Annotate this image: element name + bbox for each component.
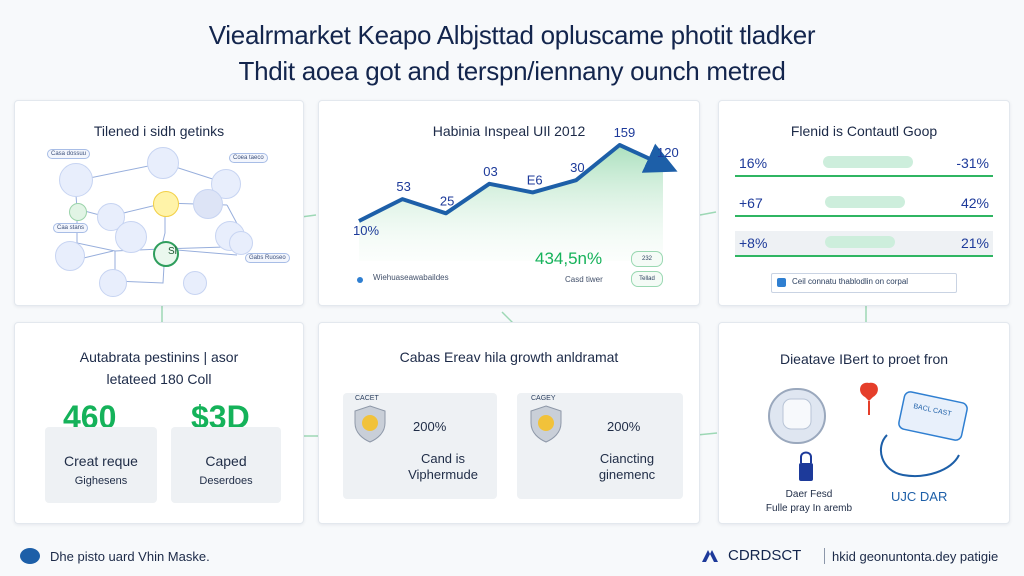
footer-logo-icon bbox=[20, 548, 40, 564]
panel-network-title: Tilened i sidh getinks bbox=[93, 123, 225, 139]
chart-caption: Casd tiwer bbox=[565, 275, 603, 284]
node-user-icon bbox=[147, 147, 179, 179]
node-chart-icon bbox=[115, 221, 147, 253]
brand-mark-icon bbox=[702, 550, 718, 562]
row-pill-icon bbox=[825, 196, 905, 208]
chart-data-label: 159 bbox=[614, 125, 636, 140]
line-chart-svg: 10% 53 25 03 E6 30 159 120 bbox=[353, 125, 679, 261]
node-disk-icon bbox=[211, 169, 241, 199]
note-box: Ceil connatu thablodlin on corpal bbox=[771, 273, 957, 293]
node-tag-3: Caa stans bbox=[53, 223, 89, 233]
growth-card-1-pct: 200% bbox=[413, 419, 447, 434]
kpi-title-line-1: Autabrata pestinins | asor bbox=[79, 349, 239, 365]
node-green-icon bbox=[69, 203, 87, 221]
node-tag-1: Casa dossuu bbox=[47, 149, 91, 159]
node-tag-5: Gabs Ruoseo bbox=[245, 253, 290, 263]
kpi-card-1-line-2: Gighesens bbox=[74, 475, 128, 487]
protection-caption-2: Fulle pray In aremb bbox=[765, 503, 853, 514]
chart-legend: Wiehuaseawabaildes bbox=[373, 273, 449, 282]
node-tag-2: Coea taeco bbox=[229, 153, 268, 163]
comparison-title: Flenid is Contautl Goop bbox=[790, 123, 938, 139]
row-right-value: 21% bbox=[960, 235, 989, 251]
growth-card-2-tag: CAGEY bbox=[531, 395, 556, 402]
kpi-card-1-line-1: Creat reque bbox=[64, 453, 138, 469]
chart-data-label: E6 bbox=[527, 172, 543, 187]
node-tag-4: Sl bbox=[168, 246, 177, 257]
growth-card-1-line-2: Viphermude bbox=[408, 467, 478, 482]
footer-left-text: Dhe pisto uard Vhin Maske. bbox=[50, 549, 210, 564]
panel-growth: Cabas Ereav hila growth anldramat CACET … bbox=[318, 322, 700, 524]
chart-value-label: 434,5n% bbox=[535, 249, 603, 268]
row-left-value: +67 bbox=[739, 195, 763, 211]
protection-logo: UJC DAR bbox=[891, 489, 948, 504]
panel-line-chart: Habinia Inspeal UIl 2012 10% 53 25 03 E6 30 15… bbox=[318, 100, 700, 306]
panel-comparison: Flenid is Contautl Goop 16% -31% +67 42%… bbox=[718, 100, 1010, 306]
node-lock-icon bbox=[183, 271, 207, 295]
node-wifi-icon bbox=[99, 269, 127, 297]
row-right-value: 42% bbox=[960, 195, 989, 211]
kpi-card-2: Caped Deserdoes bbox=[171, 427, 281, 503]
chart-data-label: 25 bbox=[440, 193, 454, 208]
row-pill-icon bbox=[823, 156, 913, 168]
lock-icon bbox=[799, 463, 813, 481]
growth-card-1-tag: CACET bbox=[355, 395, 379, 402]
footer-brand: CDRDSCT bbox=[728, 547, 802, 564]
kpi-title-line-2: letateed 180 Coll bbox=[106, 371, 212, 387]
chart-title: Habinia Inspeal UIl 2012 bbox=[432, 123, 586, 139]
growth-card-2-pct: 200% bbox=[607, 419, 641, 434]
title-line-2: Thdit aoea got and terspn/iennany ounch … bbox=[238, 56, 786, 86]
node-monitor-icon bbox=[59, 163, 93, 197]
node-doc-icon bbox=[229, 231, 253, 255]
growth-card-1-line-1: Cand is bbox=[420, 451, 466, 466]
legend-dot-icon bbox=[357, 277, 363, 283]
table-row: 16% -31% bbox=[735, 151, 993, 177]
note-text: Ceil connatu thablodlin on corpal bbox=[792, 277, 909, 286]
chart-data-label: 53 bbox=[396, 179, 410, 194]
protection-title: Dieatave IBert to proet fron bbox=[779, 351, 949, 367]
protection-illustration bbox=[768, 382, 968, 481]
node-key-icon bbox=[153, 241, 179, 267]
chart-data-label: 120 bbox=[657, 145, 679, 160]
growth-card-2: CAGEY 200% Ciancting ginemenc bbox=[517, 393, 683, 499]
growth-card-2-line-1: Ciancting bbox=[599, 451, 655, 466]
protection-caption-1: Daer Fesd bbox=[785, 489, 833, 500]
shield-icon bbox=[530, 405, 562, 443]
card-icon bbox=[898, 391, 968, 441]
shield-icon bbox=[354, 405, 386, 443]
panel-kpi: Autabrata pestinins | asor letateed 180 … bbox=[14, 322, 304, 524]
chart-series-line bbox=[358, 143, 678, 223]
chart-data-label: 10% bbox=[353, 223, 379, 238]
row-left-value: 16% bbox=[739, 155, 768, 171]
kpi-card-2-line-1: Caped bbox=[205, 453, 247, 469]
row-right-value: -31% bbox=[956, 155, 989, 171]
chart-area bbox=[359, 145, 663, 261]
growth-card-1: CACET 200% Cand is Viphermude bbox=[343, 393, 497, 499]
kpi-card-2-line-2: Deserdoes bbox=[199, 475, 253, 487]
note-icon bbox=[777, 278, 786, 287]
footer-divider bbox=[824, 548, 825, 564]
node-mail-icon bbox=[55, 241, 85, 271]
chart-data-label: 03 bbox=[483, 164, 497, 179]
chart-badge-1: 232 bbox=[631, 251, 663, 267]
panel-network: Tilened i sidh getinks Casa dossuu Coea … bbox=[14, 100, 304, 306]
table-row: +67 42% bbox=[735, 191, 993, 217]
footer-right-text: hkid geonuntonta.dey patigie bbox=[832, 549, 999, 564]
growth-title: Cabas Ereav hila growth anldramat bbox=[399, 349, 619, 365]
growth-card-2-line-2: ginemenc bbox=[598, 467, 656, 482]
table-row: +8% 21% bbox=[735, 231, 993, 257]
kpi-card-1: Creat reque Gighesens bbox=[45, 427, 157, 503]
title-line-1: Viealrmarket Keapo Albjsttad opluscame p… bbox=[208, 20, 816, 50]
node-sun-icon bbox=[153, 191, 179, 217]
alert-icon bbox=[860, 382, 878, 401]
chart-data-label: 30 bbox=[570, 160, 584, 175]
row-pill-icon bbox=[825, 236, 895, 248]
row-left-value: +8% bbox=[739, 235, 768, 251]
panel-protection: Dieatave IBert to proet fron BACL CAST D… bbox=[718, 322, 1010, 524]
chart-badge-2: Tellad bbox=[631, 271, 663, 287]
node-globe-icon bbox=[193, 189, 223, 219]
